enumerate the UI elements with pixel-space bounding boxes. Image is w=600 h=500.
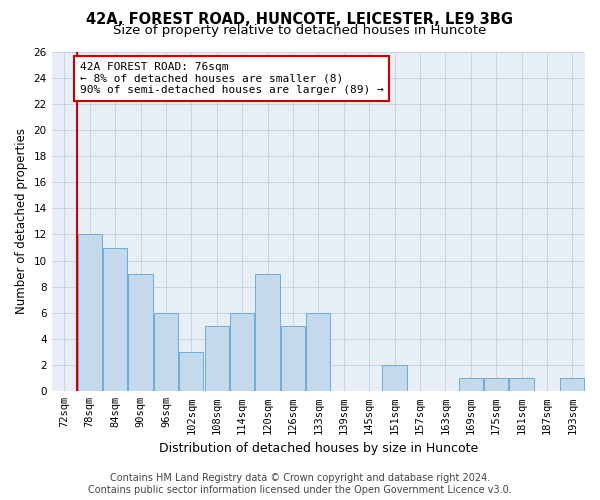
Bar xyxy=(205,326,229,392)
Bar xyxy=(179,352,203,392)
Text: Size of property relative to detached houses in Huncote: Size of property relative to detached ho… xyxy=(113,24,487,37)
Bar xyxy=(128,274,152,392)
Y-axis label: Number of detached properties: Number of detached properties xyxy=(15,128,28,314)
Bar xyxy=(154,313,178,392)
Bar xyxy=(458,378,483,392)
X-axis label: Distribution of detached houses by size in Huncote: Distribution of detached houses by size … xyxy=(159,442,478,455)
Bar xyxy=(484,378,508,392)
Bar xyxy=(230,313,254,392)
Text: 42A FOREST ROAD: 76sqm
← 8% of detached houses are smaller (8)
90% of semi-detac: 42A FOREST ROAD: 76sqm ← 8% of detached … xyxy=(80,62,383,95)
Bar xyxy=(281,326,305,392)
Bar xyxy=(77,234,102,392)
Bar xyxy=(256,274,280,392)
Bar xyxy=(306,313,331,392)
Bar xyxy=(509,378,533,392)
Bar xyxy=(103,248,127,392)
Text: Contains HM Land Registry data © Crown copyright and database right 2024.
Contai: Contains HM Land Registry data © Crown c… xyxy=(88,474,512,495)
Text: 42A, FOREST ROAD, HUNCOTE, LEICESTER, LE9 3BG: 42A, FOREST ROAD, HUNCOTE, LEICESTER, LE… xyxy=(86,12,514,28)
Bar xyxy=(560,378,584,392)
Bar xyxy=(382,365,407,392)
